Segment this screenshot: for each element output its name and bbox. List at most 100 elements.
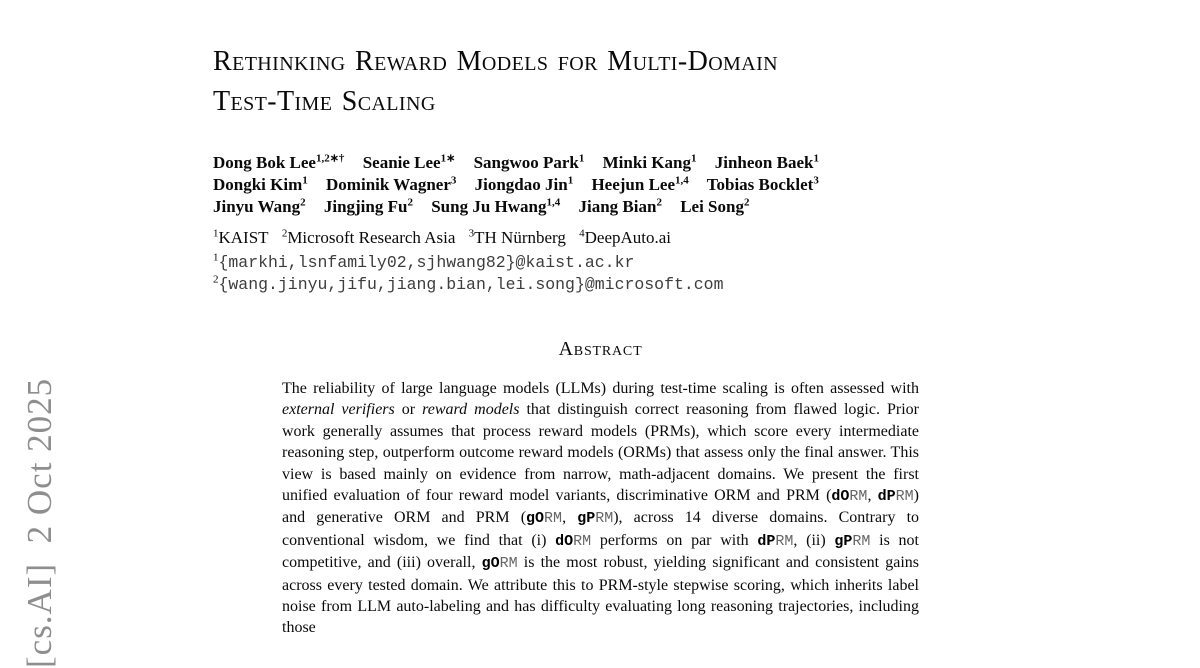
author: Jinheon Baek1 bbox=[715, 153, 819, 172]
author-superscript: 2 bbox=[300, 196, 306, 209]
abstract-segment: dO bbox=[555, 532, 574, 550]
paper-title-line2: Test-Time Scaling bbox=[213, 86, 436, 117]
abstract-segment: RM bbox=[544, 510, 563, 528]
affiliation-label: DeepAuto.ai bbox=[584, 228, 672, 247]
abstract-segment: gP bbox=[577, 510, 596, 528]
author-superscript: 1 bbox=[690, 152, 697, 165]
affiliation-label: Microsoft Research Asia bbox=[287, 228, 456, 247]
email-block: 1{markhi,lsnfamily02,sjhwang82}@kaist.ac… bbox=[213, 252, 1003, 296]
author-name: Heejun Lee bbox=[591, 175, 676, 194]
author-superscript: 2 bbox=[407, 196, 413, 209]
author-name: Dominik Wagner bbox=[326, 175, 451, 194]
affiliation: 1KAIST bbox=[213, 228, 269, 247]
author-name: Tobias Bocklet bbox=[706, 175, 814, 194]
author-name: Jinheon Baek bbox=[714, 153, 814, 172]
abstract-section: Abstract The reliability of large langua… bbox=[282, 337, 919, 639]
abstract-segment: dP bbox=[757, 532, 776, 550]
author-row: Dongki Kim1 Dominik Wagner3 Jiongdao Jin… bbox=[213, 174, 1003, 196]
affiliation-label: KAIST bbox=[218, 228, 269, 247]
abstract-segment: performs on par with bbox=[591, 531, 758, 549]
affiliation-superscript: 2 bbox=[281, 227, 288, 240]
author: Dominik Wagner3 bbox=[326, 175, 456, 194]
abstract-segment: is the most robust, yielding significant… bbox=[282, 554, 920, 637]
abstract-segment: RM bbox=[852, 532, 871, 550]
author-superscript: 1 bbox=[302, 174, 308, 187]
author-name: Jiongdao Jin bbox=[474, 175, 568, 194]
abstract-segment: dP bbox=[877, 488, 896, 506]
abstract-segment: RM bbox=[775, 532, 794, 550]
author-name: Sung Ju Hwang bbox=[431, 197, 547, 216]
author-name: Seanie Lee bbox=[362, 153, 441, 172]
paper-title-line1: Rethinking Reward Models for Multi-Domai… bbox=[213, 46, 778, 77]
abstract-text: The reliability of large language models… bbox=[282, 378, 919, 639]
paper-page: [cs.AI] 2 Oct 2025 Rethinking Reward Mod… bbox=[20, 0, 1003, 668]
affiliation-line: 1KAIST 2Microsoft Research Asia 3TH Nürn… bbox=[213, 227, 1003, 249]
author: Jinyu Wang2 bbox=[213, 197, 306, 216]
abstract-segment: , (ii) bbox=[793, 531, 835, 549]
author-name: Lei Song bbox=[680, 197, 744, 216]
abstract-segment: , bbox=[867, 487, 878, 505]
abstract-segment: dO bbox=[831, 488, 850, 506]
author: Sangwoo Park1 bbox=[474, 153, 585, 172]
author-name: Sangwoo Park bbox=[473, 153, 579, 172]
abstract-segment: is not competitive, and (iii) overall, bbox=[282, 531, 919, 572]
author: Heejun Lee1,4 bbox=[591, 175, 688, 194]
abstract-segment: RM bbox=[849, 488, 868, 506]
paper-title: Rethinking Reward Models for Multi-Domai… bbox=[213, 42, 1003, 122]
affiliation-superscript: 4 bbox=[579, 227, 585, 240]
affiliation: 3TH Nürnberg bbox=[469, 228, 566, 247]
email-superscript: 1 bbox=[213, 251, 219, 264]
author: Dong Bok Lee1,2∗† bbox=[213, 153, 344, 172]
abstract-segment: gO bbox=[481, 555, 500, 573]
author: Seanie Lee1∗ bbox=[363, 153, 456, 172]
author-name: Jingjing Fu bbox=[323, 197, 408, 216]
author: Minki Kang1 bbox=[603, 153, 697, 172]
abstract-segment: , bbox=[562, 509, 578, 527]
author: Lei Song2 bbox=[680, 197, 749, 216]
author: Jiang Bian2 bbox=[578, 197, 661, 216]
abstract-segment: gP bbox=[834, 532, 853, 550]
author: Jiongdao Jin1 bbox=[475, 175, 574, 194]
author-name: Dong Bok Lee bbox=[213, 153, 316, 172]
affiliation: 4DeepAuto.ai bbox=[579, 228, 671, 247]
email-address: {markhi,lsnfamily02,sjhwang82}@kaist.ac.… bbox=[218, 253, 635, 272]
author-row: Jinyu Wang2 Jingjing Fu2 Sung Ju Hwang1,… bbox=[213, 196, 1003, 218]
abstract-segment: ), across 14 diverse domains. Contrary t… bbox=[282, 509, 920, 549]
author-block: Dong Bok Lee1,2∗† Seanie Lee1∗ Sangwoo P… bbox=[213, 152, 1003, 218]
abstract-segment: RM bbox=[499, 555, 518, 573]
paper-content: Rethinking Reward Models for Multi-Domai… bbox=[213, 0, 1003, 639]
author-name: Minki Kang bbox=[602, 153, 691, 172]
abstract-segment: external verifiers bbox=[282, 401, 395, 419]
author-superscript: 1,4 bbox=[675, 174, 689, 187]
author-superscript: 3 bbox=[813, 174, 819, 187]
abstract-segment: or bbox=[394, 401, 423, 419]
affiliation: 2Microsoft Research Asia bbox=[282, 228, 456, 247]
abstract-heading: Abstract bbox=[558, 338, 643, 360]
abstract-segment: that distinguish correct reasoning from … bbox=[282, 401, 919, 505]
abstract-segment: The reliability of large language models… bbox=[282, 380, 919, 397]
email-line: 1{markhi,lsnfamily02,sjhwang82}@kaist.ac… bbox=[213, 252, 1003, 274]
author-superscript: 1,2∗† bbox=[315, 152, 345, 165]
author-name: Dongki Kim bbox=[213, 175, 303, 194]
author-superscript: 3 bbox=[450, 174, 457, 187]
author-superscript: 1 bbox=[567, 174, 574, 187]
affiliation-label: TH Nürnberg bbox=[474, 228, 566, 247]
affiliation-superscript: 1 bbox=[213, 227, 219, 240]
abstract-segment: reward models bbox=[422, 401, 520, 419]
email-line: 2{wang.jinyu,jifu,jiang.bian,lei.song}@m… bbox=[213, 274, 1003, 296]
author-superscript: 1 bbox=[578, 152, 585, 165]
abstract-segment: RM bbox=[895, 488, 914, 506]
author-row: Dong Bok Lee1,2∗† Seanie Lee1∗ Sangwoo P… bbox=[213, 152, 1003, 174]
email-superscript: 2 bbox=[213, 273, 219, 286]
author-superscript: 1 bbox=[813, 152, 819, 165]
author-name: Jiang Bian bbox=[578, 197, 657, 216]
author: Dongki Kim1 bbox=[213, 175, 308, 194]
abstract-segment: gO bbox=[526, 510, 545, 528]
email-address: {wang.jinyu,jifu,jiang.bian,lei.song}@mi… bbox=[218, 275, 724, 294]
author-superscript: 2 bbox=[656, 196, 662, 209]
author-name: Jinyu Wang bbox=[213, 197, 301, 216]
author-superscript: 1,4 bbox=[546, 196, 561, 209]
author-superscript: 2 bbox=[743, 196, 750, 209]
author-superscript: 1∗ bbox=[440, 152, 456, 165]
author: Tobias Bocklet3 bbox=[707, 175, 819, 194]
